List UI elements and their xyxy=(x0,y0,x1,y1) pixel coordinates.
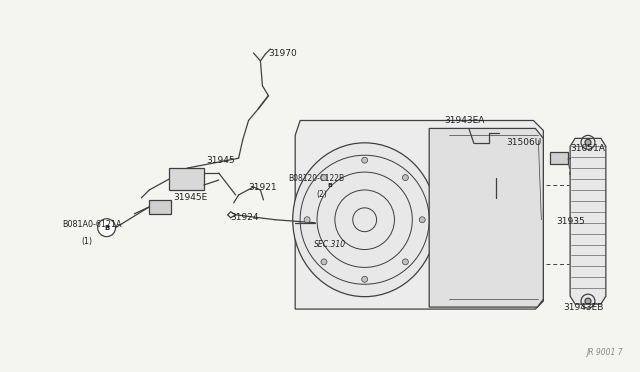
Circle shape xyxy=(419,217,425,223)
Circle shape xyxy=(304,217,310,223)
Text: 31921: 31921 xyxy=(248,183,277,192)
Text: 31943EA: 31943EA xyxy=(444,116,484,125)
Polygon shape xyxy=(570,138,606,304)
Circle shape xyxy=(322,177,338,193)
Text: (1): (1) xyxy=(82,237,93,246)
Text: 31051A: 31051A xyxy=(570,144,605,153)
Circle shape xyxy=(321,175,327,181)
Circle shape xyxy=(321,259,327,265)
Text: B081A0-6121A: B081A0-6121A xyxy=(62,220,122,229)
Text: 31970: 31970 xyxy=(268,48,297,58)
Text: B08120-6122B: B08120-6122B xyxy=(288,174,344,183)
Bar xyxy=(149,200,171,214)
Text: SEC.310: SEC.310 xyxy=(314,240,346,249)
Text: JR 9001 7: JR 9001 7 xyxy=(586,348,623,357)
Text: 31943EB: 31943EB xyxy=(563,302,604,312)
Circle shape xyxy=(98,219,116,237)
Circle shape xyxy=(403,259,408,265)
Text: 31506U: 31506U xyxy=(507,138,542,147)
Bar xyxy=(550,152,568,164)
Text: B: B xyxy=(104,225,109,231)
Circle shape xyxy=(403,175,408,181)
Polygon shape xyxy=(429,128,543,307)
Circle shape xyxy=(362,276,367,282)
Text: 31924: 31924 xyxy=(230,213,259,222)
Text: 31945E: 31945E xyxy=(173,193,207,202)
Circle shape xyxy=(585,140,591,145)
Polygon shape xyxy=(295,121,543,309)
Text: B: B xyxy=(328,183,332,187)
Text: 31945: 31945 xyxy=(206,156,234,165)
Bar xyxy=(169,168,204,190)
Bar xyxy=(489,148,502,178)
Text: (2): (2) xyxy=(316,190,327,199)
Ellipse shape xyxy=(292,143,436,296)
Circle shape xyxy=(585,298,591,304)
Text: 31935: 31935 xyxy=(556,217,585,226)
Circle shape xyxy=(362,157,367,163)
